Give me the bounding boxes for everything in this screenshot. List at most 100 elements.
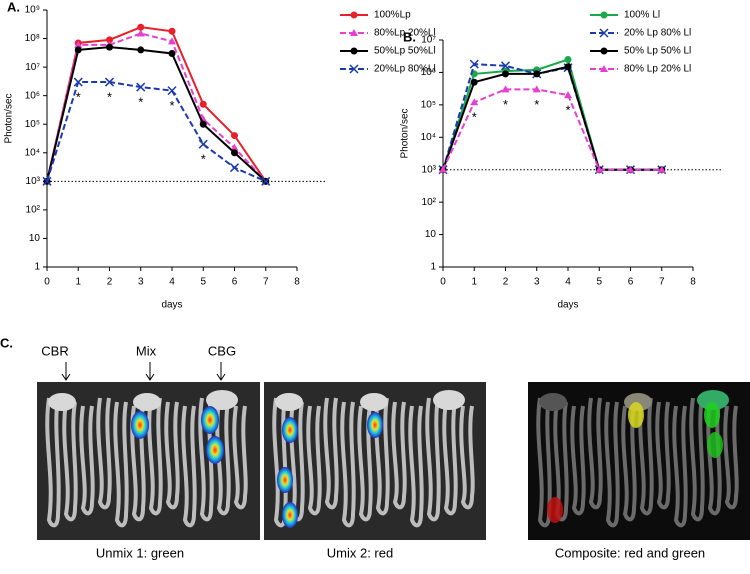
- annotation: *: [472, 110, 477, 125]
- series-line: [46, 81, 267, 183]
- signal: [277, 467, 293, 493]
- image-panels: [37, 382, 750, 540]
- tissue: [62, 401, 78, 522]
- x-tick-label: 3: [534, 277, 540, 288]
- caption: Umix 2: red: [327, 545, 393, 560]
- tissue: [164, 401, 180, 510]
- tissue: [553, 401, 569, 522]
- point: [261, 176, 271, 186]
- tissue: [340, 401, 356, 528]
- point: [564, 63, 572, 71]
- point: [470, 98, 479, 106]
- series-line: [46, 46, 267, 183]
- marker-label: CBG: [208, 343, 236, 358]
- y-tick-label: 10³: [26, 176, 41, 187]
- x-tick-label: 7: [263, 277, 269, 288]
- annotation: *: [201, 152, 206, 167]
- tissue: [96, 397, 112, 510]
- point: [595, 165, 604, 173]
- tissue: [672, 405, 688, 528]
- annotation: *: [565, 103, 570, 118]
- annotation: *: [138, 95, 143, 110]
- tissue: [45, 397, 61, 528]
- y-tick-label: 10⁴: [25, 147, 40, 158]
- x-tick-label: 8: [294, 277, 300, 288]
- panel-label: C.: [0, 335, 13, 350]
- tissue: [697, 390, 729, 410]
- y-tick-label: 10⁶: [421, 67, 436, 78]
- tissue: [539, 393, 567, 411]
- tissue: [133, 393, 161, 411]
- series-line: [46, 26, 267, 182]
- y-tick-label: 10⁵: [25, 119, 40, 130]
- point: [199, 120, 207, 128]
- signal: [282, 502, 298, 528]
- legend-label: 80%Lp 20%Ll: [374, 28, 436, 39]
- legend-label: 80% Lp 20% Ll: [624, 64, 691, 75]
- legend-label: 50%Lp 50%Ll: [374, 46, 436, 57]
- tissue: [232, 405, 248, 510]
- point: [469, 59, 479, 69]
- point: [626, 165, 635, 173]
- point: [167, 86, 177, 96]
- y-tick-label: 10⁸: [25, 33, 40, 44]
- point: [104, 77, 115, 87]
- y-tick-label: 10⁴: [421, 132, 436, 143]
- point: [470, 78, 478, 86]
- tissue: [570, 405, 586, 516]
- x-tick-label: 3: [138, 277, 144, 288]
- tissue: [275, 393, 303, 411]
- signal: [367, 412, 383, 438]
- signal: [628, 402, 644, 428]
- tissue: [79, 405, 95, 516]
- marker-label: CBR: [41, 343, 68, 358]
- point: [136, 82, 146, 92]
- x-tick-label: 2: [107, 277, 113, 288]
- point: [168, 49, 176, 57]
- y-tick-label: 10⁵: [421, 99, 436, 110]
- signal: [704, 402, 720, 428]
- y-tick-label: 10: [29, 233, 41, 244]
- point: [168, 27, 176, 35]
- x-tick-label: 5: [200, 277, 206, 288]
- series-line: [442, 65, 662, 171]
- x-tick-label: 1: [75, 277, 81, 288]
- x-tick-label: 1: [471, 277, 477, 288]
- x-tick-label: 0: [440, 277, 446, 288]
- tissue: [587, 397, 603, 510]
- y-tick-label: 10²: [422, 197, 437, 208]
- tissue: [357, 405, 373, 522]
- panel-label: B.: [403, 29, 416, 44]
- legend-label: 100%Lp: [374, 10, 411, 21]
- y-tick-label: 10: [425, 229, 437, 240]
- annotation: *: [76, 89, 81, 104]
- caption: Composite: red and green: [555, 545, 705, 560]
- tissue: [206, 390, 238, 410]
- annotation: *: [503, 97, 508, 112]
- point: [198, 139, 208, 149]
- y-tick-label: 10³: [422, 164, 437, 175]
- point: [231, 132, 238, 140]
- y-axis-label: Photon/sec: [400, 108, 411, 158]
- signal: [547, 497, 563, 523]
- tissue: [374, 397, 390, 516]
- y-tick-label: 10⁶: [25, 90, 40, 101]
- point: [501, 85, 510, 93]
- x-tick-label: 5: [596, 277, 602, 288]
- tissue: [638, 397, 654, 516]
- tissue: [604, 401, 620, 528]
- signal: [201, 406, 219, 434]
- series-line: [442, 88, 662, 171]
- point: [42, 176, 52, 186]
- tissue: [536, 397, 552, 528]
- x-axis-label: days: [557, 300, 578, 311]
- legend-label: 20% Lp 80% Ll: [624, 28, 691, 39]
- tissue: [442, 401, 458, 516]
- point: [106, 36, 113, 44]
- legend-marker: [600, 11, 608, 19]
- y-tick-label: 10⁹: [25, 5, 40, 16]
- point: [136, 29, 145, 37]
- point: [564, 56, 572, 64]
- tissue: [723, 405, 739, 510]
